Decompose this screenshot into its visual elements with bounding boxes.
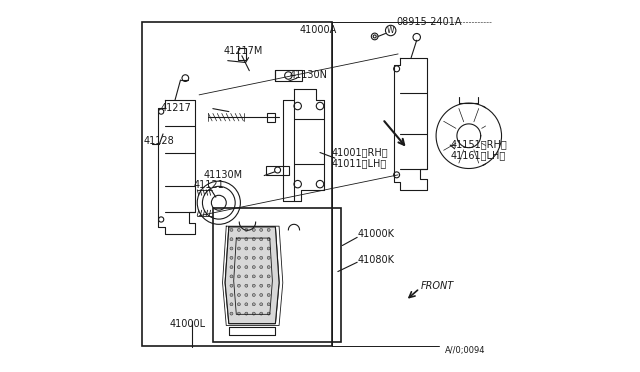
Circle shape	[267, 275, 270, 278]
Circle shape	[267, 303, 270, 306]
Circle shape	[230, 238, 233, 241]
Text: 41217M: 41217M	[224, 46, 264, 56]
Circle shape	[237, 238, 241, 241]
Circle shape	[237, 303, 241, 306]
Circle shape	[252, 275, 255, 278]
Circle shape	[245, 294, 248, 296]
Text: 41000K: 41000K	[358, 229, 395, 238]
Circle shape	[230, 256, 233, 259]
Circle shape	[230, 247, 233, 250]
Text: 41130M: 41130M	[204, 170, 243, 180]
Text: 41128: 41128	[143, 136, 175, 145]
Circle shape	[245, 312, 248, 315]
Circle shape	[260, 303, 262, 306]
Circle shape	[245, 266, 248, 269]
Circle shape	[230, 275, 233, 278]
Circle shape	[252, 247, 255, 250]
Circle shape	[230, 312, 233, 315]
Polygon shape	[486, 102, 509, 169]
Circle shape	[267, 312, 270, 315]
Circle shape	[267, 238, 270, 241]
Circle shape	[237, 275, 241, 278]
Circle shape	[252, 294, 255, 296]
Text: 41080K: 41080K	[358, 255, 395, 264]
Circle shape	[230, 284, 233, 287]
Bar	[275, 70, 302, 81]
Circle shape	[260, 275, 262, 278]
Circle shape	[237, 266, 241, 269]
Circle shape	[245, 228, 248, 231]
Circle shape	[237, 247, 241, 250]
Text: 41130N: 41130N	[289, 70, 328, 80]
Circle shape	[260, 284, 262, 287]
Circle shape	[260, 247, 262, 250]
Text: 08915-2401A: 08915-2401A	[397, 17, 462, 26]
Circle shape	[230, 266, 233, 269]
Circle shape	[260, 266, 262, 269]
Circle shape	[245, 303, 248, 306]
Circle shape	[260, 228, 262, 231]
Bar	[266, 166, 289, 175]
Circle shape	[267, 247, 270, 250]
Bar	[142, 22, 332, 346]
Circle shape	[267, 284, 270, 287]
Circle shape	[237, 228, 241, 231]
Circle shape	[237, 284, 241, 287]
Circle shape	[230, 228, 233, 231]
Circle shape	[260, 256, 262, 259]
Text: 41121: 41121	[193, 180, 224, 190]
Circle shape	[252, 228, 255, 231]
Bar	[213, 208, 341, 342]
Circle shape	[245, 247, 248, 250]
Text: 41217: 41217	[161, 103, 191, 113]
Text: 41000L: 41000L	[170, 320, 206, 329]
Circle shape	[237, 294, 241, 296]
Circle shape	[267, 294, 270, 296]
Circle shape	[252, 266, 255, 269]
Circle shape	[245, 284, 248, 287]
Circle shape	[230, 294, 233, 296]
Text: A//0;0094: A//0;0094	[445, 346, 485, 355]
Text: 41161〈LH〉: 41161〈LH〉	[450, 151, 506, 160]
Circle shape	[230, 303, 233, 306]
Text: FRONT: FRONT	[421, 282, 454, 291]
Text: 41011〈LH〉: 41011〈LH〉	[332, 158, 387, 168]
Circle shape	[245, 256, 248, 259]
Circle shape	[245, 275, 248, 278]
Text: W: W	[387, 26, 394, 35]
Circle shape	[252, 284, 255, 287]
Circle shape	[260, 312, 262, 315]
Circle shape	[252, 238, 255, 241]
Circle shape	[252, 256, 255, 259]
Circle shape	[245, 238, 248, 241]
Circle shape	[267, 266, 270, 269]
Circle shape	[252, 312, 255, 315]
Text: 41001〈RH〉: 41001〈RH〉	[332, 147, 388, 157]
Circle shape	[237, 256, 241, 259]
Circle shape	[237, 312, 241, 315]
Text: 41151〈RH〉: 41151〈RH〉	[450, 140, 507, 149]
Text: 41000A: 41000A	[300, 25, 337, 35]
Bar	[238, 48, 246, 60]
Polygon shape	[225, 227, 279, 324]
Circle shape	[252, 303, 255, 306]
Circle shape	[267, 228, 270, 231]
Circle shape	[260, 294, 262, 296]
Circle shape	[260, 238, 262, 241]
Circle shape	[267, 256, 270, 259]
Bar	[267, 113, 275, 122]
